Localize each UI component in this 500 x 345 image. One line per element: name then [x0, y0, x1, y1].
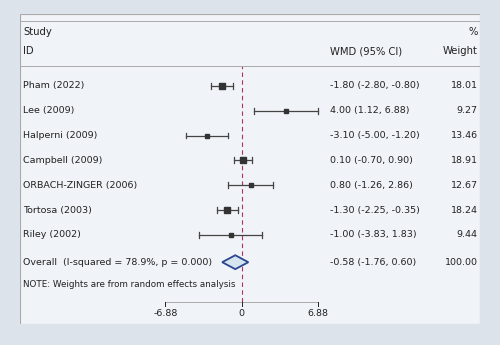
- Text: 12.67: 12.67: [451, 181, 478, 190]
- Text: -6.88: -6.88: [153, 309, 178, 318]
- Text: 0.80 (-1.26, 2.86): 0.80 (-1.26, 2.86): [330, 181, 413, 190]
- Text: 9.44: 9.44: [457, 230, 478, 239]
- Text: 100.00: 100.00: [445, 258, 478, 267]
- Text: Lee (2009): Lee (2009): [24, 106, 74, 115]
- Text: Pham (2022): Pham (2022): [24, 81, 84, 90]
- FancyBboxPatch shape: [20, 14, 480, 324]
- Text: -1.80 (-2.80, -0.80): -1.80 (-2.80, -0.80): [330, 81, 420, 90]
- Text: NOTE: Weights are from random effects analysis: NOTE: Weights are from random effects an…: [24, 280, 236, 289]
- Text: Study: Study: [24, 28, 52, 38]
- Text: Campbell (2009): Campbell (2009): [24, 156, 102, 165]
- Text: -3.10 (-5.00, -1.20): -3.10 (-5.00, -1.20): [330, 131, 420, 140]
- Text: 18.24: 18.24: [451, 206, 478, 215]
- Text: Riley (2002): Riley (2002): [24, 230, 81, 239]
- Text: -0.58 (-1.76, 0.60): -0.58 (-1.76, 0.60): [330, 258, 416, 267]
- Text: 18.91: 18.91: [451, 156, 478, 165]
- Polygon shape: [222, 255, 248, 269]
- Text: 18.01: 18.01: [451, 81, 478, 90]
- Text: WMD (95% CI): WMD (95% CI): [330, 46, 402, 56]
- Text: Overall  (I-squared = 78.9%, p = 0.000): Overall (I-squared = 78.9%, p = 0.000): [24, 258, 212, 267]
- Text: 13.46: 13.46: [450, 131, 478, 140]
- Text: ORBACH-ZINGER (2006): ORBACH-ZINGER (2006): [24, 181, 138, 190]
- Text: -1.30 (-2.25, -0.35): -1.30 (-2.25, -0.35): [330, 206, 420, 215]
- Text: 6.88: 6.88: [308, 309, 328, 318]
- Text: 9.27: 9.27: [457, 106, 478, 115]
- Text: -1.00 (-3.83, 1.83): -1.00 (-3.83, 1.83): [330, 230, 417, 239]
- Text: Halperni (2009): Halperni (2009): [24, 131, 98, 140]
- Text: 0: 0: [238, 309, 244, 318]
- Text: ID: ID: [24, 46, 34, 56]
- Text: %: %: [468, 28, 478, 38]
- Text: Weight: Weight: [443, 46, 478, 56]
- Text: 4.00 (1.12, 6.88): 4.00 (1.12, 6.88): [330, 106, 410, 115]
- Text: 0.10 (-0.70, 0.90): 0.10 (-0.70, 0.90): [330, 156, 413, 165]
- Text: Tortosa (2003): Tortosa (2003): [24, 206, 92, 215]
